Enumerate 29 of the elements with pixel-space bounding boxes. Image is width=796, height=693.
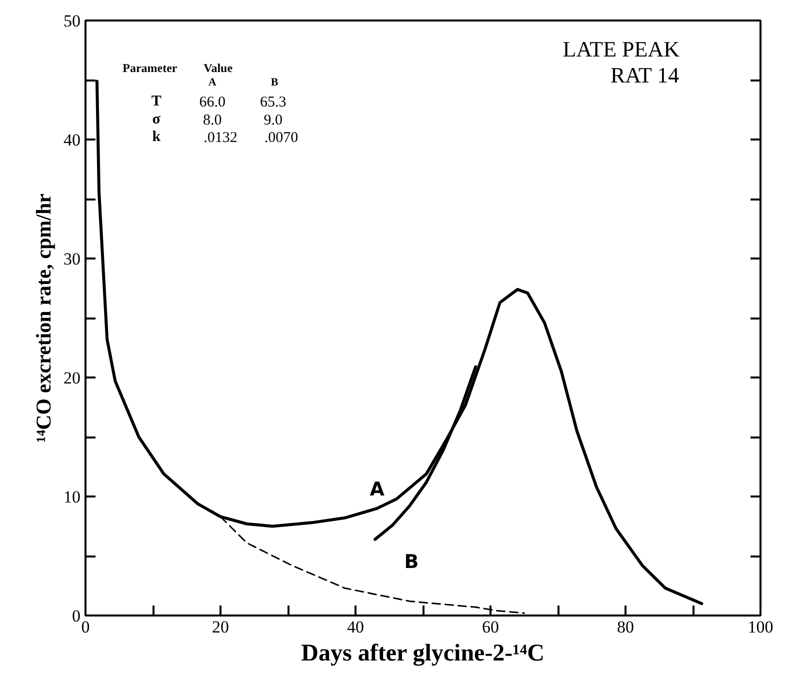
annotation: .0070: [264, 130, 298, 146]
annotation: Value: [204, 61, 234, 76]
annotation: k: [152, 129, 162, 146]
x-tick-label: 40: [347, 618, 364, 636]
annotation: Parameter: [122, 61, 178, 76]
x-axis-title: Days after glycine-2-¹⁴C: [301, 640, 544, 666]
annotation: A: [208, 76, 216, 88]
annotation: B: [270, 76, 279, 88]
y-axis-title: ¹⁴CO excretion rate, cpm/hr: [32, 194, 56, 442]
x-tick-label: 20: [212, 618, 229, 636]
y-tick-label: 10: [64, 488, 80, 506]
annotation: 65.3: [260, 94, 286, 110]
annotation: T: [151, 93, 162, 110]
x-tick-label: 80: [617, 618, 634, 636]
y-tick-label: 40: [64, 130, 80, 150]
annotation: 66.0: [199, 94, 226, 110]
annotation: σ: [152, 111, 162, 128]
series-label: B: [404, 551, 419, 574]
annotation: LATE PEAK: [562, 36, 680, 62]
x-tick-label: 60: [482, 618, 499, 636]
y-tick-label: 50: [64, 12, 80, 30]
annotation: 9.0: [264, 112, 283, 128]
annotation: 8.0: [203, 112, 222, 128]
y-tick-label: 20: [64, 368, 80, 388]
series-label: A: [370, 478, 385, 500]
annotation: .0132: [204, 130, 238, 146]
x-tick-label: 100: [748, 618, 774, 636]
y-tick-label: 30: [64, 250, 80, 268]
annotation: RAT 14: [610, 62, 680, 88]
